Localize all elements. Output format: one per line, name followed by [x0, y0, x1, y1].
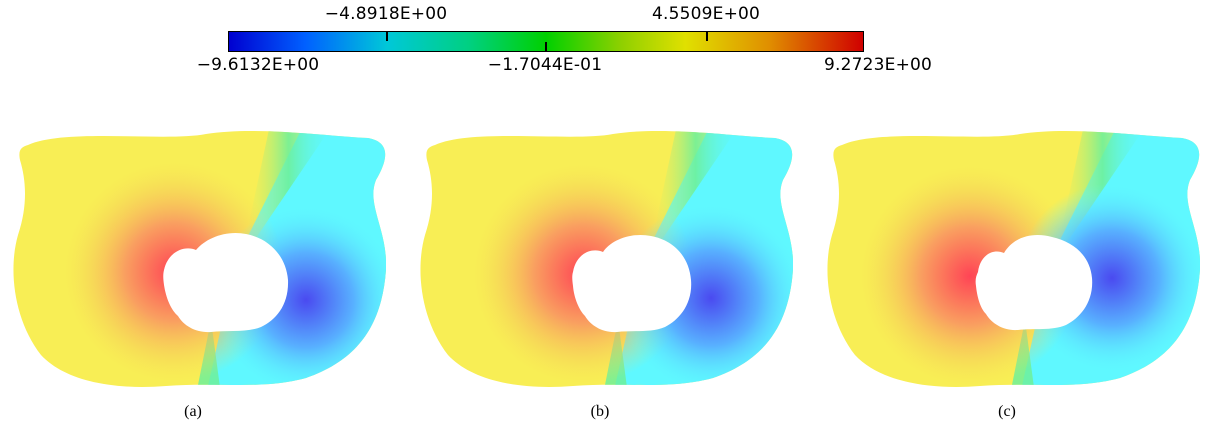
colorbar-tick-mid: [545, 42, 547, 52]
caption-b: (b): [590, 403, 610, 420]
field-red-spot: [860, 166, 1080, 386]
colorbar: −4.8918E+00 4.5509E+00 −9.6132E+00 −1.70…: [0, 0, 1207, 90]
caption-a: (a): [184, 403, 202, 420]
field-hole: [975, 234, 1093, 331]
panel-a: [6, 120, 386, 395]
colorbar-tick-upper-right: [706, 31, 708, 41]
field-plot-b: [420, 130, 793, 387]
panel-c: [820, 120, 1200, 395]
caption-c: (c): [998, 403, 1016, 420]
colorbar-tick-upper-left: [386, 31, 388, 41]
field-hole: [163, 232, 289, 333]
colorbar-label-upper-left: −4.8918E+00: [324, 4, 448, 24]
field-hole: [572, 234, 692, 333]
field-plot-c: [827, 130, 1200, 387]
colorbar-label-mid: −1.7044E-01: [487, 55, 603, 75]
colorbar-label-upper-right: 4.5509E+00: [651, 4, 761, 24]
field-plot-a: [13, 130, 386, 387]
colorbar-label-min: −9.6132E+00: [196, 55, 320, 75]
colorbar-label-max: 9.2723E+00: [823, 55, 933, 75]
panel-b: [413, 120, 793, 395]
